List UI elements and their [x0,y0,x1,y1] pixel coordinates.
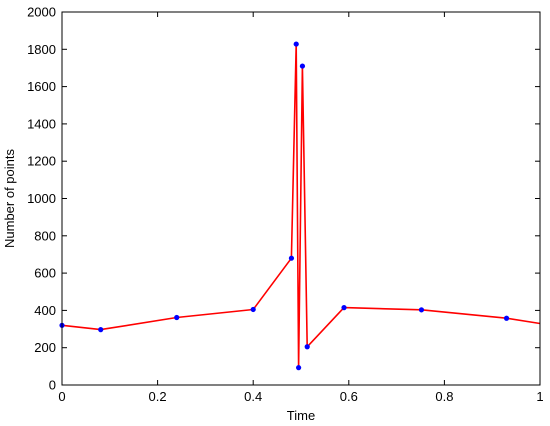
data-point-marker [503,315,510,321]
data-point-marker [296,365,302,371]
data-point-marker [250,306,256,313]
y-tick-label: 1400 [27,116,56,131]
x-tick-label: 0.4 [244,389,262,404]
plot-frame [61,11,541,386]
y-axis-label: Number of points [2,149,17,248]
y-tick-label: 800 [34,228,56,243]
y-tick-label: 400 [34,303,56,318]
data-point-marker [288,255,295,261]
data-point-marker [304,344,310,350]
data-point-marker [299,63,306,69]
y-tick-label: 200 [34,340,56,355]
x-tick-label: 0.2 [149,389,167,404]
ticks-layer: 0 0.2 0.4 0.6 0.8 1 0 200 400 600 800 1000 1200 1400 1… [27,5,544,405]
x-axis-label: Time [287,408,315,423]
series-layer [61,43,541,369]
data-point-marker [341,305,347,311]
data-point-marker [293,41,299,47]
y-tick-label: 1600 [27,79,56,94]
data-point-marker [98,327,104,333]
markers-layer [59,41,510,371]
y-tick-label: 0 [49,378,56,393]
x-tick-label: 0.6 [340,389,358,404]
y-tick-label: 1000 [27,191,56,206]
x-tick-label: 0 [58,389,65,404]
data-point-marker [418,307,425,313]
y-tick-label: 600 [34,266,56,281]
series-line [61,43,541,369]
y-tick-label: 2000 [27,5,56,20]
x-tick-label: 0.8 [435,389,453,404]
data-point-marker [174,314,180,321]
x-tick-label: 1 [536,389,543,404]
y-tick-label: 1800 [27,42,56,57]
y-tick-label: 1200 [27,154,56,169]
